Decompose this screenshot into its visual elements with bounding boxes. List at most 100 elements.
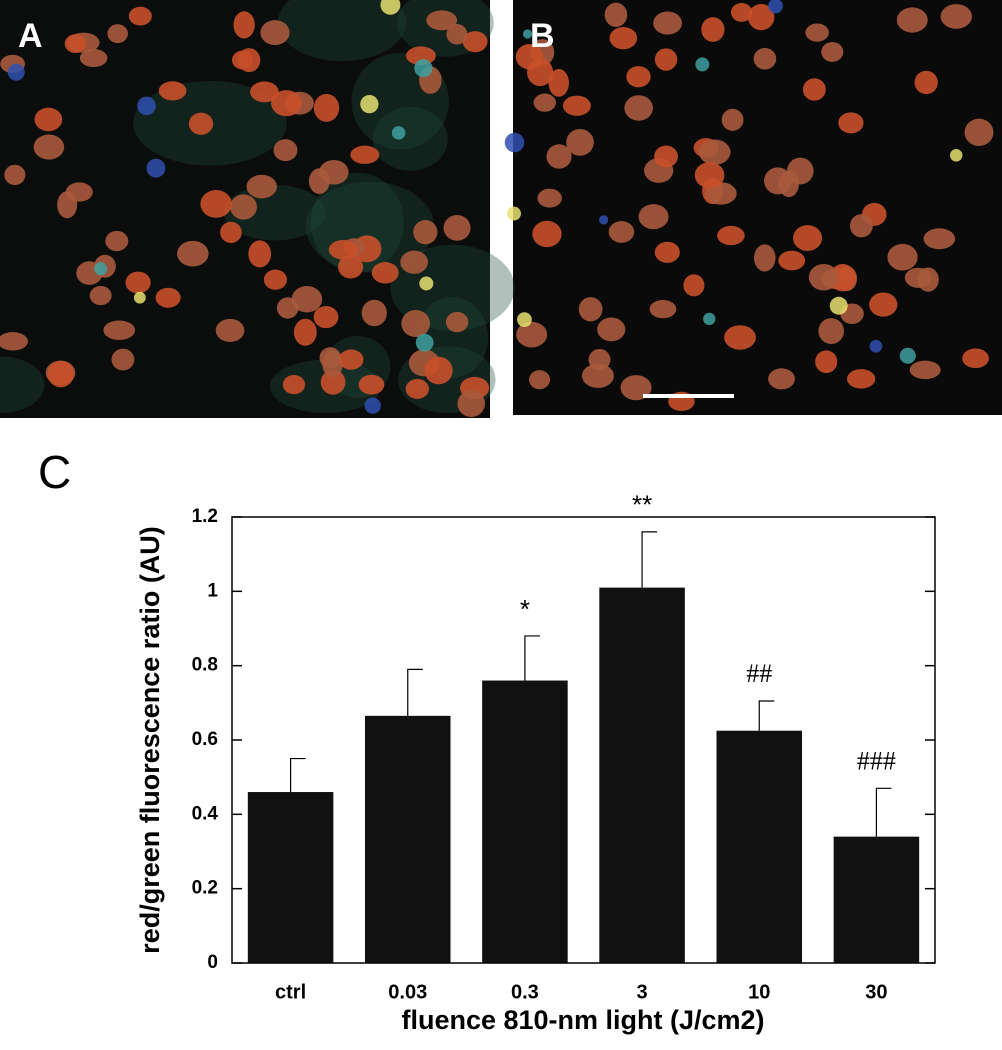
cell [406, 46, 436, 66]
cell [581, 363, 614, 388]
cell [778, 250, 806, 271]
cell [694, 162, 725, 189]
cell [350, 145, 380, 164]
cell [654, 48, 678, 71]
error-bar [289, 757, 306, 793]
cell [529, 370, 551, 390]
x-tick-label: ctrl [275, 981, 306, 1003]
cell-spot [949, 149, 963, 162]
cell [620, 375, 652, 401]
cell [320, 369, 346, 395]
cell-spot [94, 262, 108, 276]
cell [604, 2, 628, 27]
cell [923, 228, 956, 250]
cell [532, 220, 562, 248]
cell [608, 220, 635, 243]
cell [786, 157, 814, 185]
error-bar [407, 668, 423, 716]
cell-spot [380, 0, 401, 15]
cell [649, 299, 677, 319]
x-tick-label: 3 [637, 981, 648, 1003]
y-tick-label: 1 [207, 580, 218, 601]
cell-spot [364, 397, 381, 414]
cell [904, 267, 932, 288]
cell [105, 230, 129, 252]
cell-spot [137, 96, 156, 116]
cell [273, 139, 298, 162]
y-tick-label: 0.4 [192, 803, 219, 824]
bar [716, 730, 803, 963]
cell [401, 309, 431, 338]
cell-spot [869, 339, 883, 353]
cell [698, 139, 731, 165]
cell [64, 34, 87, 54]
cell [34, 107, 63, 132]
cell [215, 318, 245, 342]
cell [319, 347, 341, 369]
x-tick-label: 30 [865, 981, 887, 1003]
cell [230, 194, 257, 220]
cell [869, 292, 898, 317]
cell [717, 225, 745, 246]
cell [4, 164, 26, 186]
cell-spot [599, 215, 609, 225]
cell-spot [695, 57, 710, 72]
micrographs [0, 0, 1002, 418]
cell [424, 356, 453, 385]
cell-spot [829, 296, 848, 315]
cell [47, 361, 74, 388]
y-tick-label: 1.2 [192, 506, 218, 527]
cell [624, 95, 653, 121]
cell [562, 95, 591, 116]
cell [177, 240, 209, 267]
cell-spot [703, 312, 716, 326]
cell [79, 48, 108, 68]
cell [443, 214, 471, 241]
error-bar [758, 700, 775, 731]
cell [815, 350, 838, 374]
panel-label: C [38, 446, 71, 498]
annotation: ## [746, 659, 772, 688]
cell [849, 214, 873, 238]
panel-label: A [18, 17, 43, 55]
cell [220, 221, 242, 244]
stain [372, 106, 448, 171]
cell [413, 220, 438, 245]
cell [446, 23, 468, 45]
cell [125, 271, 151, 294]
cell [821, 42, 844, 62]
cell-spot [419, 276, 434, 291]
cell [609, 26, 638, 50]
cell-spot [504, 132, 525, 153]
cell [548, 68, 569, 97]
cell [527, 58, 554, 87]
cell [909, 360, 941, 380]
x-tick-label: 0.3 [511, 981, 539, 1003]
stain [0, 356, 45, 414]
cell [516, 321, 548, 348]
cell-spot [517, 312, 532, 327]
cell [128, 6, 152, 26]
cell [768, 368, 795, 390]
cell [313, 306, 339, 329]
cell [188, 112, 214, 135]
cell [566, 129, 594, 156]
cell [319, 159, 349, 185]
cell [282, 374, 306, 395]
cell [701, 17, 725, 42]
bar [247, 792, 334, 963]
annotation: ** [632, 490, 652, 520]
cell [103, 320, 136, 340]
cell-spot [522, 29, 533, 39]
error-bar [524, 635, 540, 681]
cell [248, 240, 272, 268]
cell [111, 348, 135, 371]
cell [753, 47, 777, 70]
cell [405, 378, 429, 399]
cell [313, 93, 340, 122]
x-tick-label: 0.03 [388, 981, 427, 1003]
cell-spot [768, 0, 783, 14]
y-tick-label: 0 [207, 952, 218, 973]
cell [754, 244, 776, 272]
cell [246, 174, 277, 199]
